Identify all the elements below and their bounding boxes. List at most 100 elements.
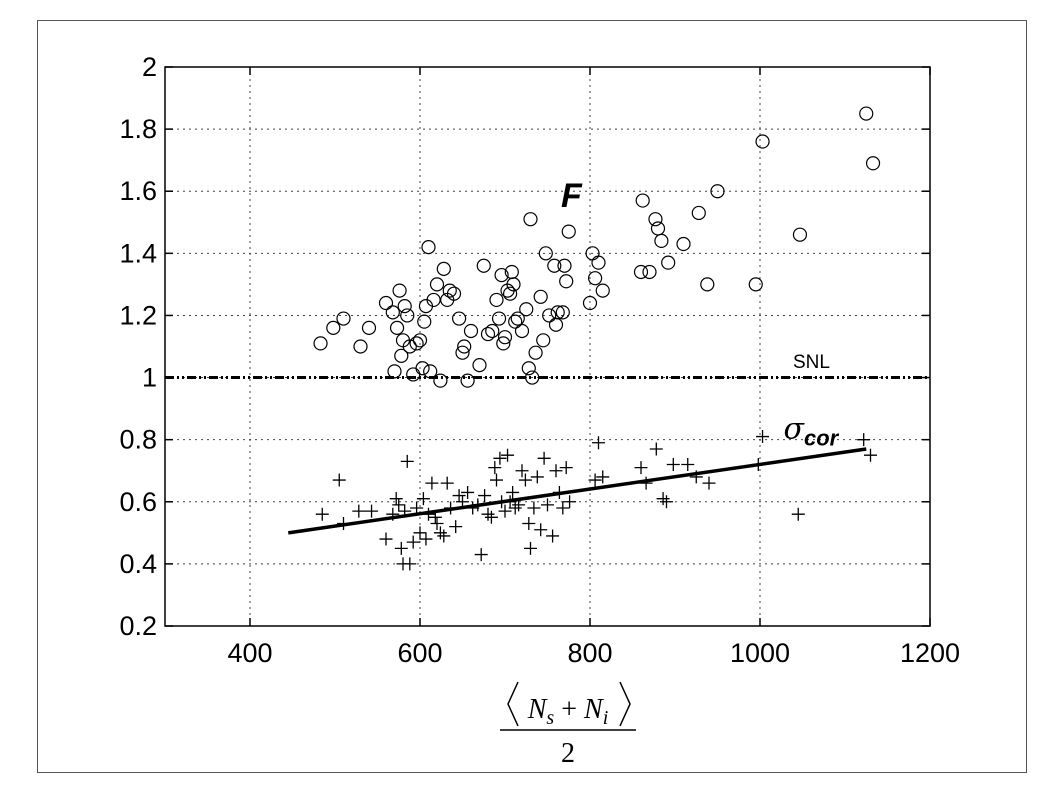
- f-point: [496, 336, 511, 351]
- f-point: [400, 308, 415, 323]
- annotation-snl: SNL: [793, 352, 830, 373]
- sigma-cor-point: [437, 529, 451, 543]
- sigma-cor-point: [559, 461, 573, 475]
- sigma-cor-point: [315, 507, 329, 521]
- x-axis-label: Ns + Ni 2: [500, 681, 636, 769]
- sigma-cor-point: [484, 510, 498, 524]
- sigma-cor-point: [352, 504, 366, 518]
- angle-bracket-right: [619, 681, 631, 727]
- f-point: [385, 305, 400, 320]
- f-point: [336, 311, 351, 326]
- sigma-cor-point: [392, 498, 406, 512]
- sigma-cor-point: [501, 448, 515, 462]
- f-point: [455, 345, 470, 360]
- f-point: [442, 283, 457, 298]
- y-tick-label: 1.8: [119, 114, 157, 144]
- sigma-cor-point: [419, 532, 433, 546]
- f-point: [561, 224, 576, 239]
- y-tick-label: 0.2: [119, 611, 157, 641]
- f-point: [547, 258, 562, 273]
- sigma-cor-point: [337, 517, 350, 531]
- sigma-cor-point: [596, 470, 610, 484]
- sigma-cor-point: [508, 501, 522, 515]
- f-point: [642, 264, 657, 280]
- sigma-cor-point: [751, 458, 765, 472]
- sigma-subscript: cor: [804, 425, 840, 450]
- sigma-cor-point: [428, 510, 442, 524]
- f-point: [397, 299, 412, 314]
- x-tick-label: 1200: [900, 638, 960, 668]
- f-point: [555, 305, 570, 320]
- sigma-cor-point: [556, 501, 570, 515]
- sigma-cor-point: [503, 495, 517, 509]
- f-point: [542, 308, 557, 323]
- sigma-cor-point: [389, 492, 403, 506]
- f-point: [421, 240, 436, 255]
- f-point: [550, 305, 565, 320]
- sigma-cor-point: [461, 485, 475, 499]
- f-point: [506, 277, 521, 292]
- sigma-cor-point: [546, 529, 560, 543]
- sigma-cor-point: [634, 461, 648, 475]
- sigma-cor-point: [444, 501, 458, 515]
- f-point: [485, 323, 500, 339]
- f-point: [463, 323, 479, 339]
- sigma-cor-point: [702, 476, 716, 490]
- f-point: [429, 277, 445, 292]
- f-point: [433, 373, 448, 388]
- sigma-symbol: σ: [784, 411, 806, 446]
- y-tick-label: 2: [142, 52, 157, 82]
- f-point: [497, 330, 513, 345]
- f-point: [521, 361, 536, 376]
- f-point: [402, 339, 417, 354]
- f-point: [446, 286, 462, 301]
- sigma-cor-series-points: [315, 430, 877, 571]
- f-point: [326, 320, 341, 335]
- f-point: [387, 364, 402, 379]
- f-point: [676, 236, 691, 252]
- f-point: [378, 295, 394, 311]
- x-label-denominator: 2: [561, 738, 575, 769]
- x-label-operator: +: [561, 694, 584, 725]
- f-point: [394, 348, 409, 363]
- sigma-cor-point: [490, 473, 503, 487]
- f-point: [510, 311, 525, 326]
- f-point: [361, 320, 377, 335]
- sigma-cor-point: [398, 504, 412, 518]
- f-point: [648, 212, 663, 227]
- sigma-cor-point: [452, 489, 466, 503]
- f-point: [559, 274, 574, 289]
- f-point: [489, 292, 504, 308]
- sigma-cor-point: [488, 461, 502, 475]
- sigma-cor-point: [857, 433, 871, 447]
- f-point: [426, 292, 441, 308]
- f-point: [409, 336, 424, 351]
- x-label-spacer: [554, 694, 561, 725]
- y-tick-label: 1.6: [119, 176, 157, 206]
- f-point: [635, 193, 650, 208]
- f-point: [654, 233, 669, 249]
- sigma-cor-point: [466, 501, 480, 515]
- sigma-cor-point: [660, 495, 673, 509]
- sigma-cor-point: [541, 498, 554, 512]
- x-label-subscript: s: [546, 707, 554, 729]
- sigma-cor-point: [425, 476, 439, 490]
- f-point: [633, 264, 649, 280]
- f-point: [417, 314, 432, 329]
- sigma-cor-point: [791, 507, 805, 521]
- sigma-cor-point: [649, 442, 663, 456]
- sigma-cor-point: [537, 451, 551, 465]
- f-point: [491, 311, 507, 326]
- y-tick-label: 0.8: [119, 425, 157, 455]
- sigma-cor-point: [440, 476, 454, 490]
- f-point: [392, 283, 407, 298]
- f-point: [859, 106, 874, 121]
- f-point: [523, 212, 538, 227]
- x-label-symbol: N: [583, 694, 604, 725]
- f-point: [423, 364, 438, 379]
- x-label-symbol: N: [527, 694, 548, 725]
- f-point: [538, 246, 553, 261]
- f-point: [508, 314, 523, 329]
- sigma-cor-point: [493, 451, 507, 465]
